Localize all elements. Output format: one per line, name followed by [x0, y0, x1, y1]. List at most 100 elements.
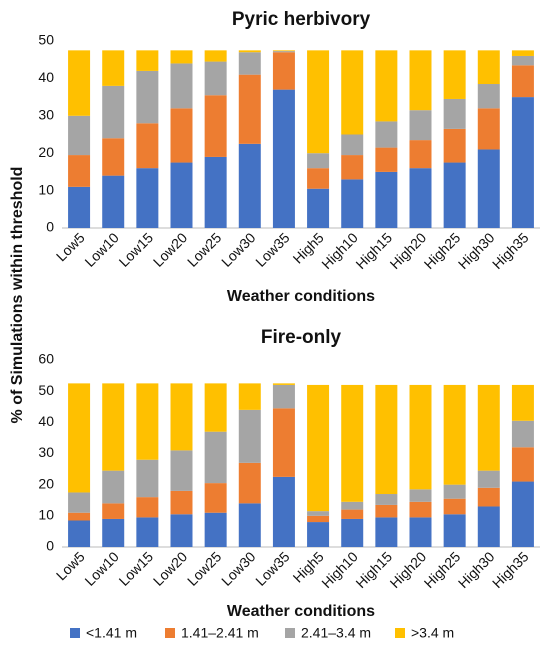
bar-segment — [307, 515, 330, 523]
bar-segment — [272, 383, 295, 385]
bar-segment — [102, 85, 125, 139]
bar-segment — [477, 108, 500, 150]
bar-segment — [307, 153, 330, 169]
bar-segment — [170, 383, 193, 451]
bar-segment — [443, 498, 466, 515]
y-axis-title: % of Simulations within threshold — [9, 167, 26, 424]
bar-segment — [204, 431, 227, 484]
bar-segment — [272, 51, 295, 53]
bar-segment — [477, 84, 500, 109]
bar-segment — [238, 409, 261, 463]
legend-label: <1.41 m — [86, 625, 137, 641]
bar-segment — [511, 50, 534, 56]
bar-segment — [409, 501, 432, 518]
bar-segment — [238, 74, 261, 144]
bar-segment — [136, 168, 159, 228]
y-tick-label: 40 — [38, 69, 54, 85]
bar-segment — [477, 506, 500, 547]
bar-segment — [443, 384, 466, 485]
bar-segment — [307, 168, 330, 189]
x-tick-label: High10 — [318, 548, 361, 591]
x-axis-title: Weather conditions — [227, 288, 375, 305]
chart-title: Pyric herbivory — [232, 9, 371, 30]
bar-segment — [375, 384, 398, 495]
bar-segment — [238, 50, 261, 53]
bar-segment — [204, 483, 227, 513]
bar-segment — [136, 383, 159, 460]
bar-segment — [375, 50, 398, 122]
bar-segment — [68, 50, 91, 116]
x-tick-label: High30 — [455, 548, 498, 591]
bar-segment — [238, 503, 261, 547]
bar-segment — [272, 89, 295, 229]
bar-segment — [511, 55, 534, 66]
x-tick-label: Low15 — [116, 548, 157, 589]
y-tick-label: 0 — [46, 538, 54, 554]
x-tick-label: Low20 — [150, 229, 191, 270]
bar-segment — [511, 481, 534, 547]
y-tick-label: 20 — [38, 475, 54, 491]
y-tick-label: 50 — [38, 32, 54, 48]
bar-segment — [68, 520, 91, 547]
legend-swatch — [70, 628, 80, 638]
bar-segment — [375, 494, 398, 505]
bar-segment — [375, 504, 398, 518]
bar-segment — [409, 168, 432, 228]
x-tick-label: High20 — [387, 548, 430, 591]
bar-segment — [341, 518, 364, 547]
bar-segment — [375, 121, 398, 148]
bar-segment — [238, 383, 261, 410]
bar-segment — [68, 115, 91, 156]
bar-segment — [238, 143, 261, 228]
y-tick-label: 20 — [38, 144, 54, 160]
y-tick-label: 60 — [38, 351, 54, 367]
bar-segment — [477, 384, 500, 471]
bar-segment — [136, 497, 159, 518]
bar-segment — [443, 128, 466, 163]
x-tick-label: High20 — [387, 229, 430, 272]
bar-segment — [409, 110, 432, 141]
bar-segment — [170, 490, 193, 515]
legend-swatch — [285, 628, 295, 638]
bar-segment — [204, 61, 227, 96]
bar-segment — [375, 171, 398, 228]
bar-segment — [375, 147, 398, 172]
bar-segment — [511, 447, 534, 482]
bar-segment — [272, 408, 295, 477]
y-tick-label: 30 — [38, 444, 54, 460]
bar-segment — [511, 97, 534, 228]
bar-segment — [170, 63, 193, 109]
bar-segment — [136, 123, 159, 169]
bar-segment — [272, 50, 295, 52]
bar-segment — [272, 476, 295, 547]
bar-segment — [341, 509, 364, 519]
x-tick-label: Low10 — [81, 229, 122, 270]
chart-title: Fire-only — [261, 327, 342, 348]
x-tick-label: Low10 — [81, 548, 122, 589]
bar-segment — [511, 384, 534, 421]
x-tick-label: High30 — [455, 229, 498, 272]
x-tick-label: High15 — [352, 229, 395, 272]
x-tick-label: High35 — [489, 229, 532, 272]
bar-segment — [68, 492, 91, 513]
y-tick-label: 10 — [38, 181, 54, 197]
bar-segment — [409, 517, 432, 547]
bar-segment — [409, 140, 432, 169]
bar-segment — [102, 470, 125, 504]
bar-segment — [102, 50, 125, 86]
bar-segment — [136, 50, 159, 71]
x-tick-label: Low30 — [218, 548, 259, 589]
bar-segment — [443, 162, 466, 228]
bar-segment — [477, 487, 500, 507]
bar-segment — [204, 95, 227, 157]
bar-segment — [409, 489, 432, 502]
x-tick-label: Low35 — [252, 548, 293, 589]
bar-segment — [341, 155, 364, 180]
bar-segment — [68, 186, 91, 228]
bar-segment — [409, 384, 432, 490]
x-tick-label: Low25 — [184, 229, 225, 270]
y-tick-label: 50 — [38, 382, 54, 398]
bar-segment — [136, 459, 159, 498]
bar-segment — [307, 522, 330, 547]
